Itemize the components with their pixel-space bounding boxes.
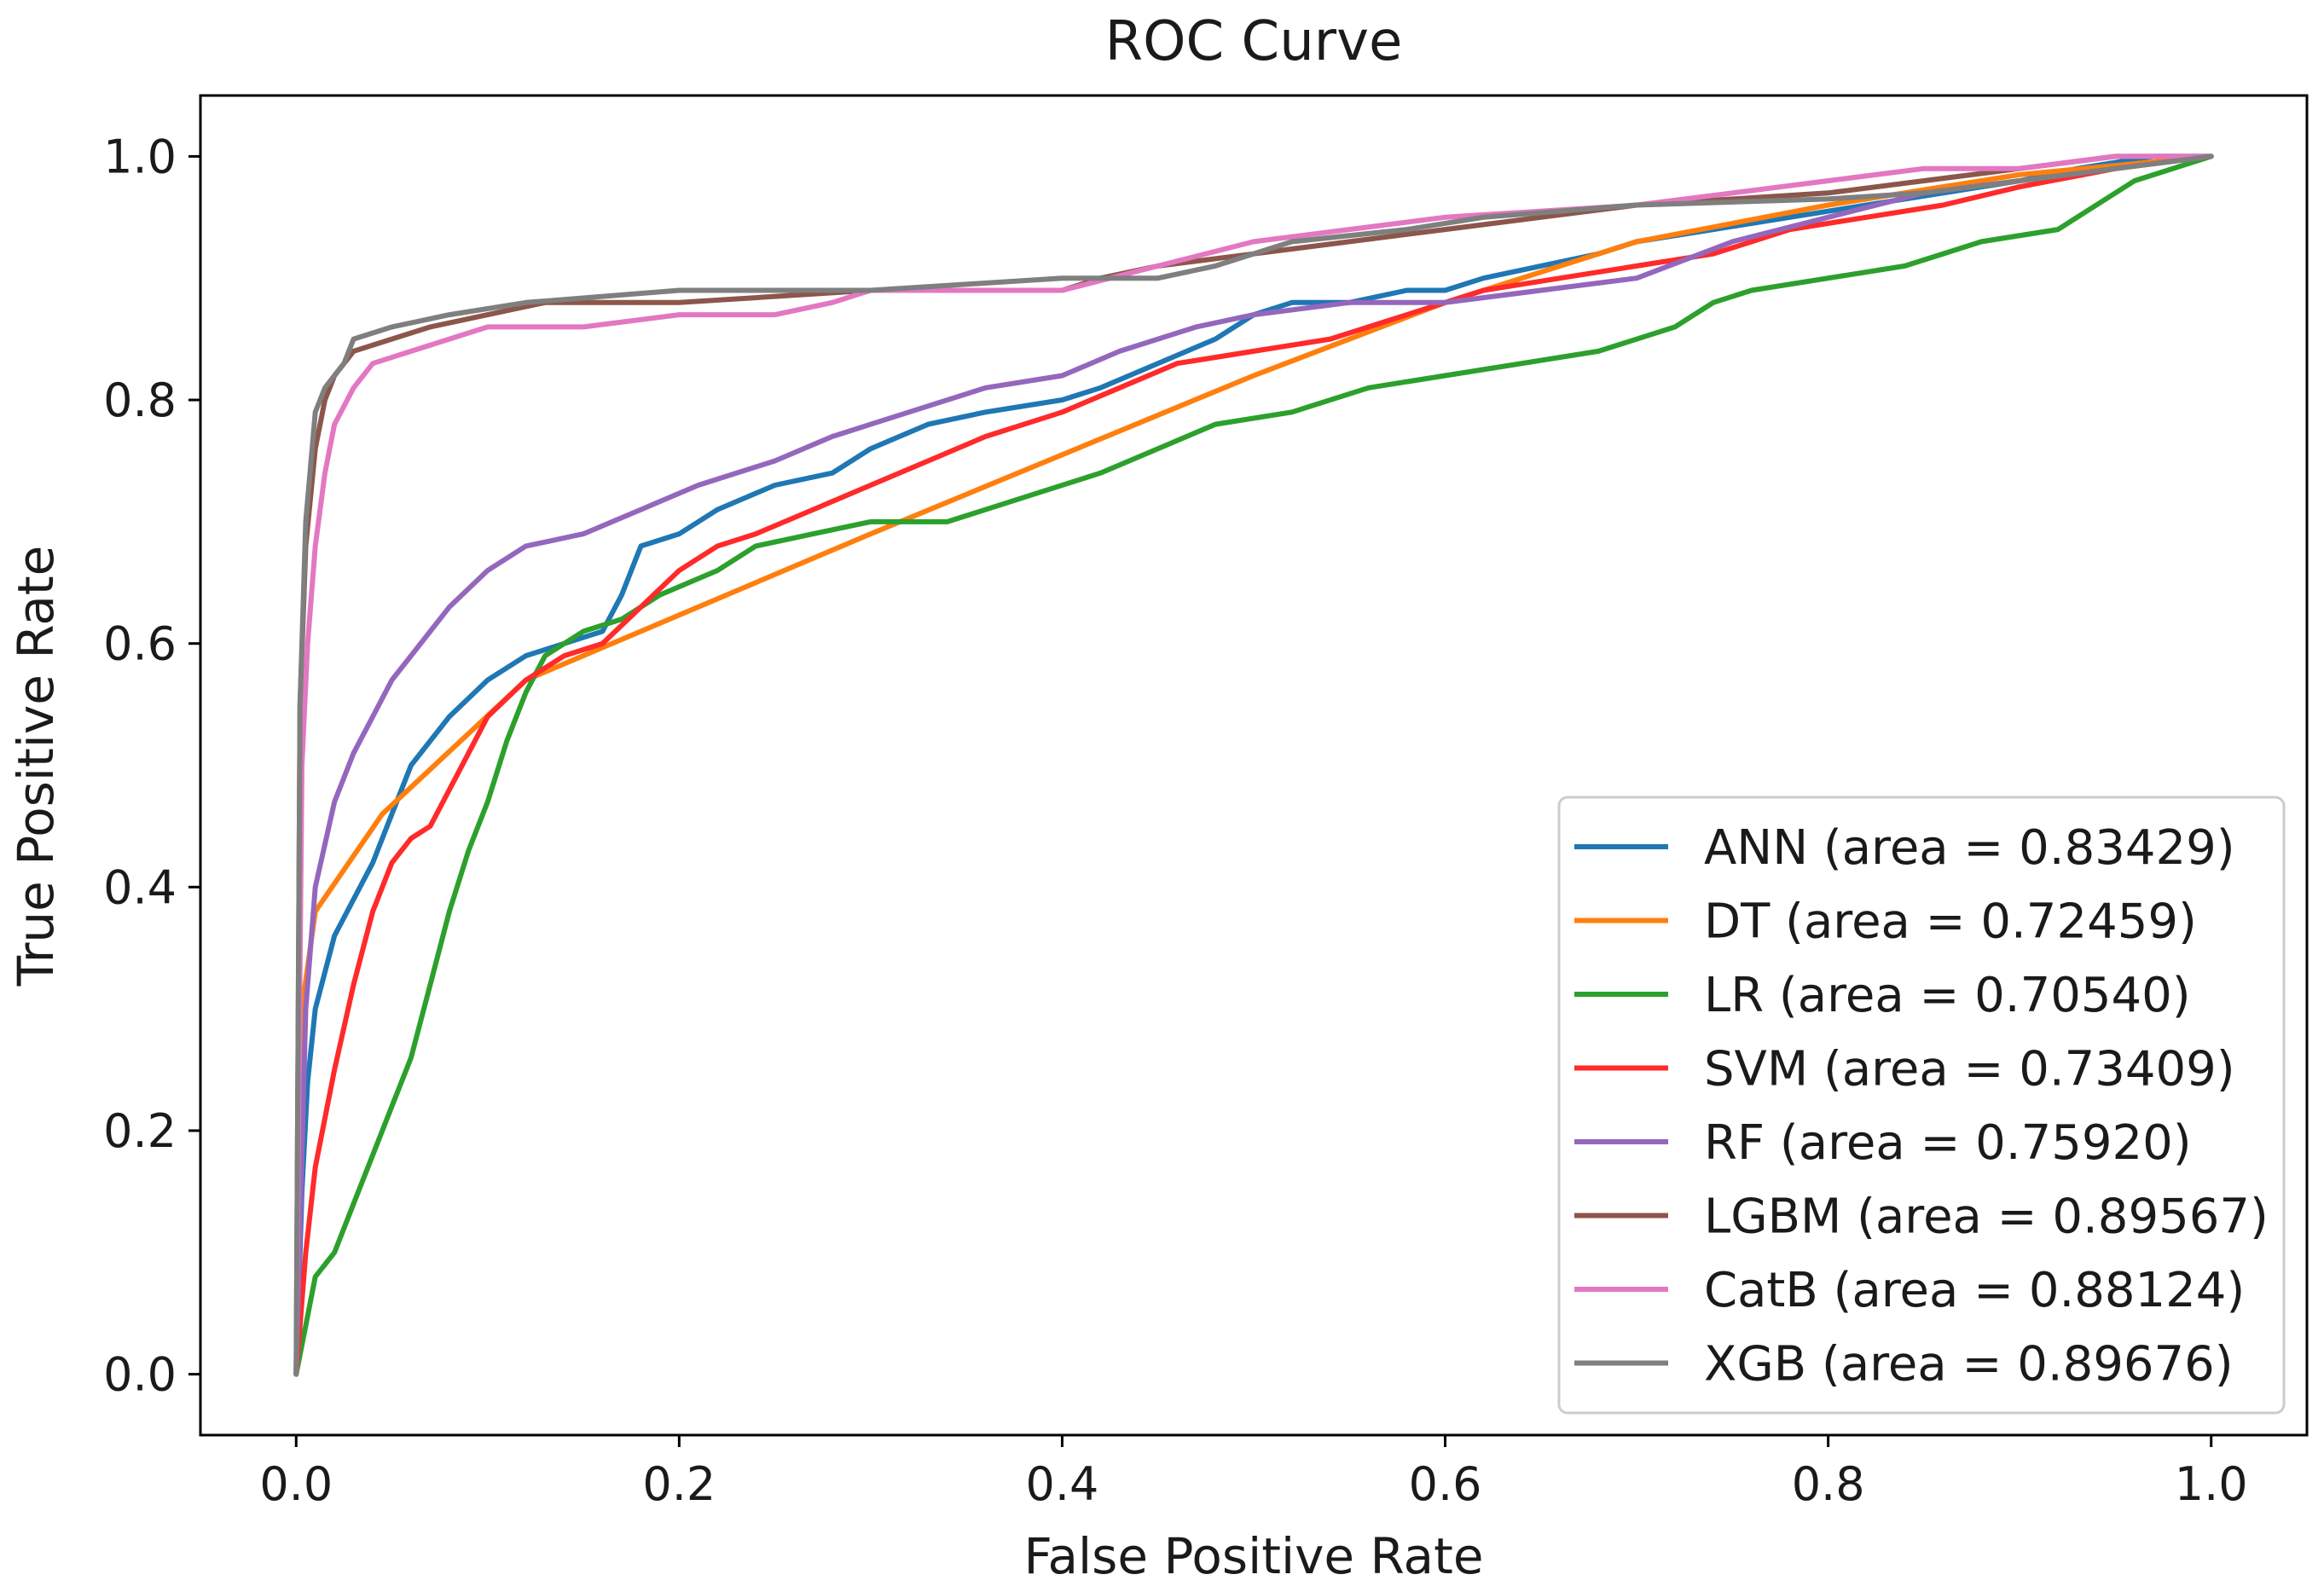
legend-label-rf: RF (area = 0.75920) (1704, 1115, 2192, 1171)
y-tick-label: 0.6 (103, 617, 177, 671)
y-axis: 0.0 0.2 0.4 0.6 0.8 1.0 (103, 130, 200, 1402)
x-axis: 0.0 0.2 0.4 0.6 0.8 1.0 (259, 1435, 2248, 1511)
legend: ANN (area = 0.83429) DT (area = 0.72459) L… (1557, 796, 2286, 1415)
x-tick-label: 0.4 (1026, 1457, 1099, 1511)
legend-box (1557, 796, 2286, 1415)
y-tick-label: 0.8 (103, 373, 177, 427)
series-line-catb (293, 153, 2214, 1377)
x-tick-label: 1.0 (2175, 1457, 2248, 1511)
legend-label-lgbm: LGBM (area = 0.89567) (1704, 1190, 2269, 1245)
legend-label-svm: SVM (area = 0.73409) (1704, 1042, 2235, 1097)
series-line-lr (293, 153, 2214, 1377)
x-tick-label: 0.6 (1409, 1457, 1482, 1511)
legend-label-xgb: XGB (area = 0.89676) (1704, 1337, 2234, 1392)
x-axis-title: False Positive Rate (1023, 1527, 1483, 1585)
y-tick-label: 0.0 (103, 1348, 177, 1402)
x-tick-label: 0.0 (259, 1457, 333, 1511)
legend-label-dt: DT (area = 0.72459) (1704, 894, 2197, 950)
plot-frame (199, 94, 2309, 1437)
series-line-rf (293, 153, 2214, 1377)
y-axis-title: True Positive Rate (7, 546, 65, 987)
plot-lines (293, 153, 2214, 1377)
y-tick-label: 0.2 (103, 1104, 177, 1158)
y-tick-label: 1.0 (103, 130, 177, 183)
chart-title: ROC Curve (1105, 10, 1403, 73)
legend-label-catb: CatB (area = 0.88124) (1704, 1263, 2245, 1318)
series-line-xgb (293, 153, 2214, 1377)
legend-label-lr: LR (area = 0.70540) (1704, 968, 2191, 1023)
legend-label-ann: ANN (area = 0.83429) (1704, 820, 2235, 876)
x-tick-label: 0.8 (1792, 1457, 1865, 1511)
x-tick-label: 0.2 (642, 1457, 716, 1511)
y-tick-label: 0.4 (103, 860, 177, 914)
